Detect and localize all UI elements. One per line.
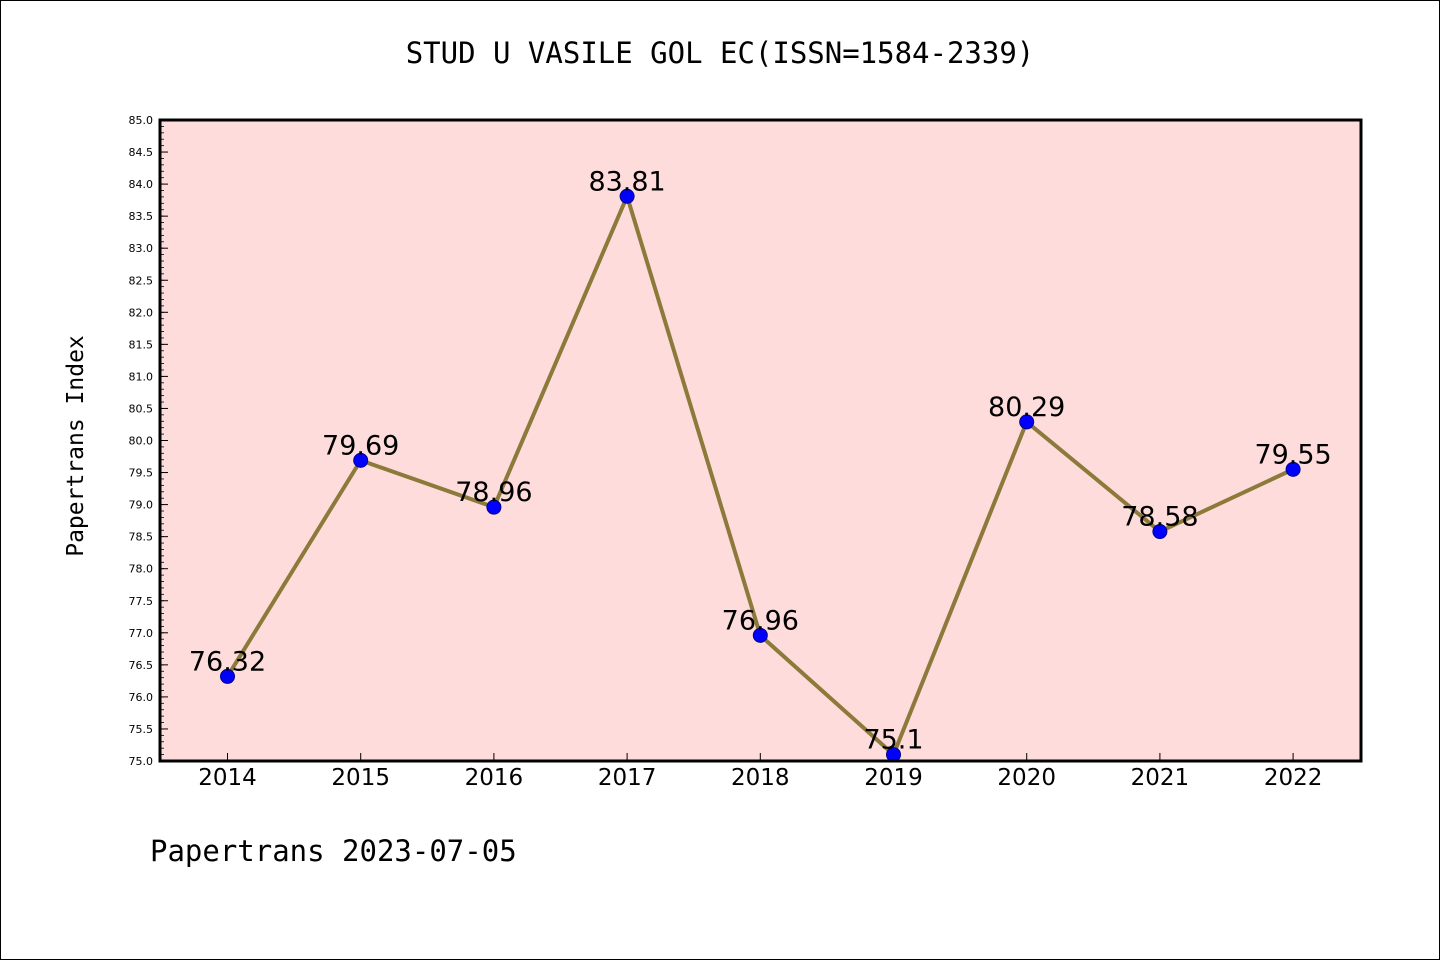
y-tick-label: 76.0 (129, 691, 154, 704)
data-point (1152, 524, 1168, 540)
x-tick-label: 2015 (331, 765, 390, 791)
data-label: 78.58 (1121, 502, 1198, 533)
y-tick-label: 84.0 (129, 178, 154, 191)
y-tick-label: 81.0 (129, 370, 154, 383)
y-tick-label: 78.5 (129, 531, 154, 544)
y-tick-label: 85.0 (129, 114, 154, 127)
data-label: 78.96 (455, 477, 532, 508)
data-point (619, 188, 635, 204)
data-point (752, 627, 768, 643)
x-tick-label: 2022 (1264, 765, 1323, 791)
data-label: 75.1 (863, 725, 923, 756)
x-tick-label: 2021 (1131, 765, 1190, 791)
data-point (1019, 414, 1035, 430)
y-tick-label: 80.5 (129, 402, 154, 415)
x-tick-label: 2014 (198, 765, 257, 791)
y-tick-label: 75.0 (129, 755, 154, 768)
data-label: 80.29 (988, 392, 1065, 423)
x-tick-label: 2018 (731, 765, 790, 791)
y-tick-label: 77.5 (129, 595, 154, 608)
data-point (220, 668, 235, 684)
x-tick-label: 2016 (465, 765, 524, 791)
plot-area (160, 120, 1361, 761)
data-label: 76.96 (722, 605, 799, 636)
y-tick-label: 82.5 (129, 274, 154, 287)
data-label: 83.81 (588, 166, 665, 197)
data-label: 76.32 (189, 646, 266, 677)
plot-border (158, 118, 1363, 763)
data-label: 79.55 (1254, 439, 1331, 470)
data-point (1285, 461, 1301, 477)
y-tick-label: 83.0 (129, 242, 154, 255)
y-tick-label: 78.0 (129, 563, 154, 576)
x-tick-label: 2020 (997, 765, 1056, 791)
y-tick-label: 81.5 (129, 338, 154, 351)
y-tick-label: 76.5 (129, 659, 154, 672)
y-tick-label: 82.0 (129, 306, 154, 319)
y-tick-label: 77.0 (129, 627, 154, 640)
x-tick-label: 2019 (864, 765, 923, 791)
y-tick-label: 84.5 (129, 146, 154, 159)
y-tick-label: 80.0 (129, 435, 154, 448)
data-point (486, 499, 502, 515)
x-tick-label: 2017 (598, 765, 657, 791)
y-tick-label: 75.5 (129, 723, 154, 736)
chart-title: STUD U VASILE GOL EC(ISSN=1584-2339) (405, 36, 1035, 70)
data-point (353, 452, 369, 468)
data-label: 79.69 (322, 430, 399, 461)
y-tick-label: 83.5 (129, 210, 154, 223)
footer-text: Papertrans 2023-07-05 (150, 834, 517, 868)
y-tick-label: 79.5 (129, 467, 154, 480)
y-tick-label: 79.0 (129, 499, 154, 512)
